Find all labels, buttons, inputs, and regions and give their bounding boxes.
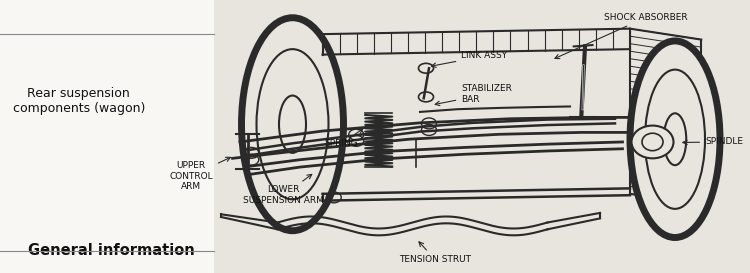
- Text: SHOCK ABSORBER: SHOCK ABSORBER: [555, 13, 687, 59]
- Text: UPPER
CONTROL
ARM: UPPER CONTROL ARM: [170, 157, 230, 191]
- Text: SPINDLE: SPINDLE: [682, 138, 743, 146]
- Text: TENSION STRUT: TENSION STRUT: [399, 242, 471, 264]
- FancyBboxPatch shape: [0, 0, 214, 273]
- Ellipse shape: [630, 41, 720, 238]
- Text: SPRING: SPRING: [324, 129, 363, 148]
- Text: General information: General information: [28, 243, 195, 258]
- Ellipse shape: [642, 133, 663, 151]
- Text: STABILIZER
BAR: STABILIZER BAR: [435, 84, 512, 106]
- Text: Rear suspension
components (wagon): Rear suspension components (wagon): [13, 87, 145, 115]
- Text: LINK ASSY: LINK ASSY: [431, 52, 507, 67]
- Ellipse shape: [645, 70, 705, 209]
- Ellipse shape: [632, 126, 674, 158]
- Ellipse shape: [664, 113, 686, 165]
- FancyBboxPatch shape: [214, 0, 750, 273]
- Text: LOWER
SUSPENSION ARM: LOWER SUSPENSION ARM: [243, 174, 324, 205]
